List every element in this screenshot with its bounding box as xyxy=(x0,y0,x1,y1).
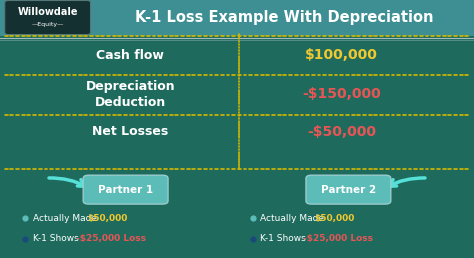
Text: Actually Made: Actually Made xyxy=(33,214,100,222)
Text: Partner 2: Partner 2 xyxy=(321,185,376,195)
Text: $50,000: $50,000 xyxy=(315,214,355,222)
FancyBboxPatch shape xyxy=(0,0,474,36)
Text: Depreciation
Deduction: Depreciation Deduction xyxy=(85,80,175,109)
Text: Net Losses: Net Losses xyxy=(92,125,168,138)
Text: K-1 Loss Example With Depreciation: K-1 Loss Example With Depreciation xyxy=(135,10,434,25)
Text: Actually Made: Actually Made xyxy=(260,214,327,222)
Text: —Equity—: —Equity— xyxy=(31,22,64,27)
Text: -$25,000 Loss: -$25,000 Loss xyxy=(76,234,146,243)
Text: -$150,000: -$150,000 xyxy=(302,87,381,101)
FancyBboxPatch shape xyxy=(83,175,168,204)
Text: Cash flow: Cash flow xyxy=(96,49,164,62)
Text: Willowdale: Willowdale xyxy=(18,7,78,17)
FancyBboxPatch shape xyxy=(306,175,391,204)
Text: -$50,000: -$50,000 xyxy=(307,125,376,139)
Text: K-1 Shows: K-1 Shows xyxy=(33,234,82,243)
Text: -$25,000 Loss: -$25,000 Loss xyxy=(303,234,374,243)
Text: Partner 1: Partner 1 xyxy=(98,185,153,195)
Text: $100,000: $100,000 xyxy=(305,49,378,62)
Text: K-1 Shows: K-1 Shows xyxy=(260,234,309,243)
FancyBboxPatch shape xyxy=(5,1,91,35)
Text: $50,000: $50,000 xyxy=(87,214,128,222)
